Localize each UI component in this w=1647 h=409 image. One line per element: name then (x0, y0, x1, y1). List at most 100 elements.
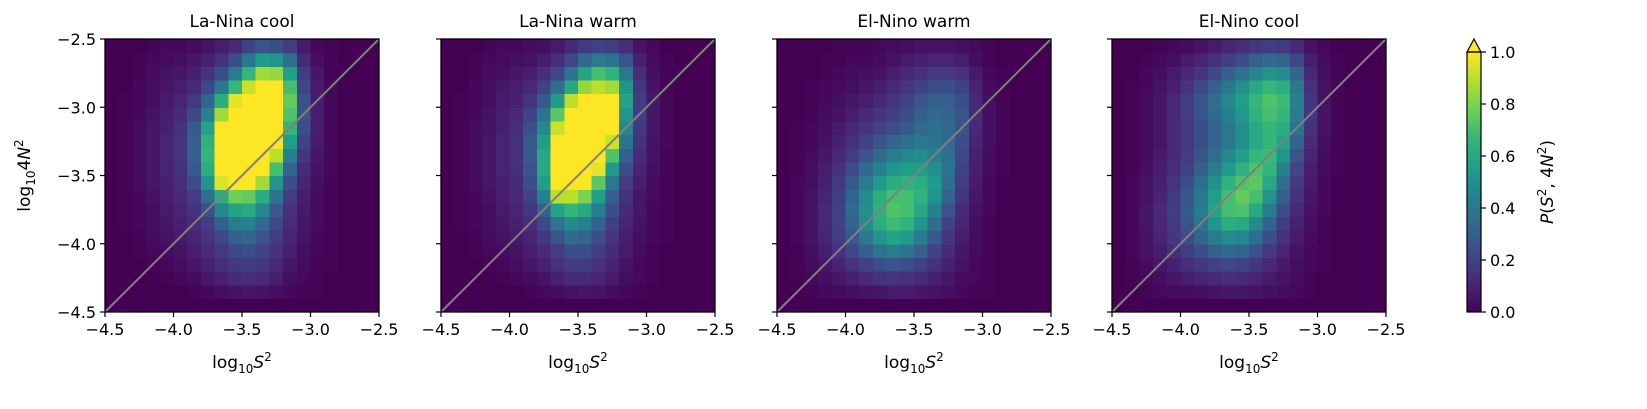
heatmap-cell (365, 298, 380, 313)
heatmap-cell (1235, 257, 1250, 272)
heatmap-cell (482, 148, 497, 163)
heatmap-cell (1125, 230, 1140, 245)
heatmap-cell (118, 93, 133, 108)
heatmap-cell (1112, 39, 1127, 54)
heatmap-cell (790, 39, 805, 54)
heatmap-cell (1290, 257, 1305, 272)
heatmap-cell (804, 202, 819, 218)
heatmap-cell (1344, 79, 1360, 95)
heatmap-cell (1194, 66, 1209, 81)
heatmap-cell (632, 120, 648, 136)
heatmap-cell (1358, 148, 1373, 163)
x-tick-label: −2.5 (696, 320, 735, 339)
heatmap-cell (955, 175, 970, 190)
heatmap-cell (1194, 298, 1209, 313)
heatmap-cell (351, 189, 366, 204)
heatmap-cell (927, 243, 942, 258)
heatmap-cell (831, 202, 847, 218)
heatmap-cell (1303, 93, 1319, 108)
colorbar-tick-label: 0.0 (1490, 303, 1515, 322)
heatmap-cell (146, 271, 161, 286)
heatmap-cell (1180, 120, 1195, 136)
heatmap-cell (468, 202, 483, 218)
heatmap-cell (283, 66, 298, 81)
heatmap-cell (228, 257, 243, 272)
heatmap-cell (1153, 148, 1168, 163)
heatmap-cell (146, 202, 161, 218)
heatmap-cell (1317, 52, 1332, 67)
heatmap-cell (886, 93, 901, 108)
heatmap-cell (605, 271, 620, 286)
heatmap-cell (200, 39, 216, 54)
heatmap-cell (523, 243, 538, 258)
heatmap-cell (1125, 148, 1140, 163)
heatmap-cell (1207, 175, 1223, 190)
heatmap-cell (255, 134, 270, 149)
heatmap-cell (982, 230, 997, 245)
heatmap-cell (1207, 271, 1223, 286)
heatmap-cell (1194, 39, 1209, 54)
heatmap-cell (1166, 107, 1182, 122)
heatmap-cell (214, 230, 229, 245)
heatmap-cell (351, 243, 366, 258)
heatmap-cell (1139, 52, 1154, 67)
heatmap-cell (605, 107, 620, 122)
heatmap-cell (523, 175, 538, 190)
heatmap-cell (831, 161, 847, 177)
heatmap-cell (968, 39, 984, 54)
heatmap-cell (337, 52, 353, 67)
heatmap-cell (872, 79, 888, 95)
heatmap-cell (1153, 52, 1168, 67)
heatmap-cell (790, 257, 805, 272)
heatmap-cell (159, 230, 175, 245)
heatmap-cell (701, 216, 716, 231)
heatmap-cell (1112, 284, 1127, 299)
heatmap-cell (242, 66, 257, 81)
heatmap-cell (1139, 230, 1154, 245)
heatmap-cell (941, 243, 956, 258)
heatmap-cell (269, 161, 284, 177)
heatmap-cell (646, 243, 661, 258)
heatmap-cell (228, 243, 243, 258)
heatmap-cell (146, 161, 161, 177)
heatmap-cell (859, 148, 874, 163)
heatmap-cell (564, 79, 579, 95)
heatmap-cell (187, 189, 202, 204)
heatmap-cell (1358, 257, 1373, 272)
heatmap-cell (296, 230, 312, 245)
heatmap-cell (441, 120, 456, 136)
heatmap-cell (310, 298, 325, 313)
heatmap-cell (495, 298, 511, 313)
heatmap-cell (468, 79, 483, 95)
heatmap-cell (550, 271, 565, 286)
heatmap-cell (1344, 93, 1360, 108)
heatmap-cell (495, 93, 511, 108)
heatmap-cell (1125, 120, 1140, 136)
heatmap-cell (927, 120, 942, 136)
heatmap-cell (214, 66, 229, 81)
heatmap-cell (132, 202, 147, 218)
heatmap-cell (982, 189, 997, 204)
heatmap-cell (1139, 134, 1154, 149)
heatmap-cell (1023, 148, 1038, 163)
heatmap-cell (591, 52, 606, 67)
heatmap-cell (1037, 120, 1052, 136)
heatmap-cell (536, 284, 552, 299)
heatmap-cell (701, 271, 716, 286)
heatmap-cell (441, 134, 456, 149)
heatmap-cell (1235, 189, 1250, 204)
heatmap-cell (777, 66, 792, 81)
heatmap-cell (619, 230, 634, 245)
heatmap-cell (982, 52, 997, 67)
heatmap-cell (660, 243, 675, 258)
heatmap-cell (536, 230, 552, 245)
heatmap-cell (1125, 216, 1140, 231)
heatmap-cell (159, 161, 175, 177)
heatmap-cell (228, 284, 243, 299)
heatmap-cell (1139, 107, 1154, 122)
heatmap-cell (1372, 216, 1387, 231)
heatmap-cell (632, 134, 648, 149)
heatmap-cell (872, 257, 888, 272)
heatmap-cell (509, 243, 524, 258)
heatmap-cell (523, 161, 538, 177)
